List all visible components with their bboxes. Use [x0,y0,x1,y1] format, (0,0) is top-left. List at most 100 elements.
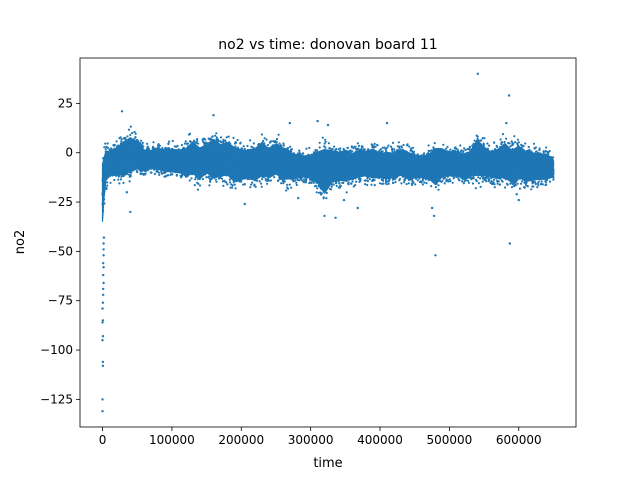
data-point [266,183,268,185]
data-point [142,146,144,148]
data-point [114,144,116,146]
data-point [145,172,147,174]
data-point [176,174,178,176]
data-point [229,181,231,183]
data-point [298,179,300,181]
data-point [243,145,245,147]
data-point [204,139,206,141]
data-point [310,182,312,184]
data-point [287,188,289,190]
data-point [128,129,130,131]
data-point [220,136,222,138]
data-point [181,144,183,146]
data-point [235,187,237,189]
data-point [308,147,310,149]
data-point [259,180,261,182]
data-point [106,181,108,183]
data-point [147,146,149,148]
data-point [316,149,318,151]
data-point [190,141,192,143]
data-point [282,182,284,184]
data-point [159,145,161,147]
data-point [305,148,307,150]
data-point [103,146,105,148]
data-point [161,147,163,149]
data-point [197,143,199,145]
data-point [283,144,285,146]
data-point [263,142,265,144]
data-point [260,183,262,185]
data-point [140,140,142,142]
data-point [212,135,214,137]
data-point [152,146,154,148]
data-point [262,140,264,142]
data-point [129,180,131,182]
data-point [235,142,237,144]
data-point [134,136,136,138]
data-point [190,177,192,179]
data-point [231,187,233,189]
data-point [196,140,198,142]
data-point [136,171,138,173]
data-point [176,145,178,147]
data-point [121,138,123,140]
data-point [220,141,222,143]
data-point [215,179,217,181]
data-point [197,183,199,185]
data-point [103,198,105,200]
chart-title: no2 vs time: donovan board 11 [218,37,437,53]
data-point [129,134,131,136]
data-point [249,186,251,188]
data-point [215,181,217,183]
data-point [285,189,287,191]
data-point [244,148,246,150]
data-point [222,185,224,187]
data-point [270,179,272,181]
data-point [107,142,109,144]
data-point [305,178,307,180]
data-point [107,147,109,149]
data-point [189,133,191,135]
data-point [199,184,201,186]
data-point [109,182,111,184]
data-point [234,145,236,147]
data-point [249,139,251,141]
data-point [266,139,268,141]
data-point [289,146,291,148]
data-point [296,184,298,186]
data-point [221,178,223,180]
data-point [246,145,248,147]
data-point [267,144,269,146]
data-point [313,182,315,184]
data-point [234,184,236,186]
data-point [290,187,292,189]
data-point [215,132,217,134]
data-point [316,191,318,193]
data-point [189,179,191,181]
data-point [291,148,293,150]
data-point [116,140,118,142]
data-point [172,140,174,142]
data-point [158,172,160,174]
data-point [208,184,210,186]
data-point [276,141,278,143]
data-point [282,142,284,144]
data-point [255,186,257,188]
data-point [118,182,120,184]
data-point [184,143,186,145]
data-point [150,172,152,174]
data-point [244,183,246,185]
data-point [202,178,204,180]
data-point [253,142,255,144]
data-point [113,179,115,181]
data-point [185,140,187,142]
data-point [237,139,239,141]
data-point [187,142,189,144]
data-point [207,176,209,178]
data-point [251,182,253,184]
data-point [240,181,242,183]
data-point [120,178,122,180]
data-point [302,153,304,155]
